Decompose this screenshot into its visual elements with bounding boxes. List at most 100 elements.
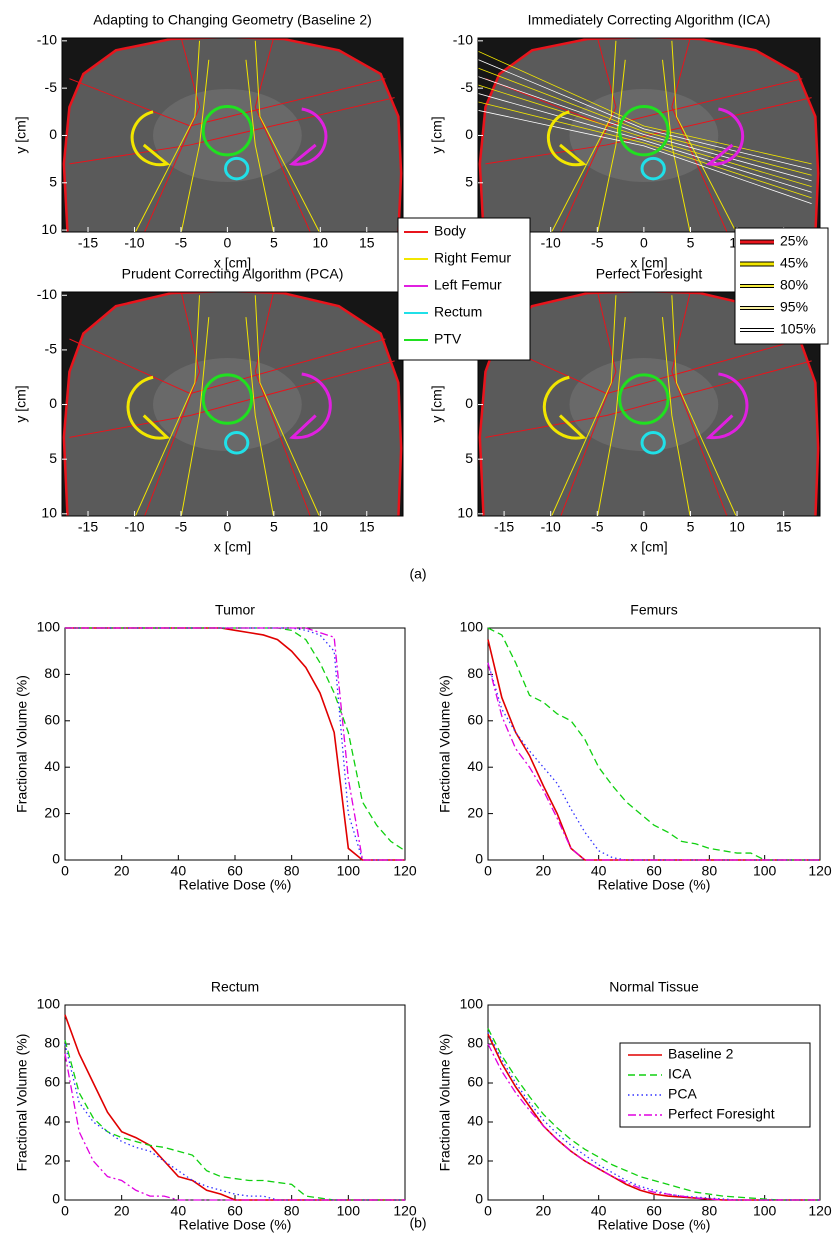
y-tick-label: 80 xyxy=(467,665,483,681)
legend-label: PTV xyxy=(434,331,462,347)
y-tick-label: 100 xyxy=(460,996,484,1012)
ct-image xyxy=(62,37,403,234)
x-axis-label: Relative Dose (%) xyxy=(598,877,711,893)
y-tick-label: 0 xyxy=(475,1191,483,1207)
legend-label: PCA xyxy=(668,1086,697,1102)
x-tick-label: 80 xyxy=(284,863,300,879)
y-axis-label: Fractional Volume (%) xyxy=(14,675,30,813)
y-tick-label: 0 xyxy=(465,395,473,411)
x-tick-label: 100 xyxy=(337,1203,361,1219)
chart-title: Rectum xyxy=(211,979,259,995)
x-tick-label: 120 xyxy=(393,1203,417,1219)
y-tick-label: 100 xyxy=(460,619,484,635)
x-tick-label: 120 xyxy=(808,1203,832,1219)
y-tick-label: -5 xyxy=(45,79,58,95)
x-tick-label: -5 xyxy=(591,235,604,251)
x-tick-label: 5 xyxy=(687,519,695,535)
chart-title: Normal Tissue xyxy=(609,979,699,995)
y-tick-label: 40 xyxy=(467,1113,483,1129)
legend-label: ICA xyxy=(668,1066,692,1082)
y-tick-label: 20 xyxy=(44,804,60,820)
x-tick-label: 0 xyxy=(484,1203,492,1219)
x-tick-label: -15 xyxy=(78,235,98,251)
x-tick-label: -5 xyxy=(175,235,188,251)
x-tick-label: -15 xyxy=(494,519,514,535)
x-tick-label: 0 xyxy=(61,863,69,879)
x-tick-label: 100 xyxy=(753,863,777,879)
x-tick-label: 60 xyxy=(646,1203,662,1219)
y-tick-label: 5 xyxy=(465,450,473,466)
x-tick-label: -10 xyxy=(541,235,561,251)
y-tick-label: 80 xyxy=(467,1035,483,1051)
x-tick-label: 60 xyxy=(227,863,243,879)
x-tick-label: 15 xyxy=(359,519,375,535)
x-tick-label: 5 xyxy=(687,235,695,251)
x-axis-label: Relative Dose (%) xyxy=(179,877,292,893)
x-tick-label: -10 xyxy=(541,519,561,535)
y-axis-label: y [cm] xyxy=(13,116,29,153)
y-tick-label: 5 xyxy=(49,450,57,466)
x-axis-label: Relative Dose (%) xyxy=(179,1217,292,1233)
x-tick-label: 10 xyxy=(313,235,329,251)
y-tick-label: 40 xyxy=(467,758,483,774)
chart-title: Immediately Correcting Algorithm (ICA) xyxy=(528,12,771,28)
x-axis-label: Relative Dose (%) xyxy=(598,1217,711,1233)
x-tick-label: 60 xyxy=(646,863,662,879)
y-tick-label: -5 xyxy=(45,341,58,357)
x-tick-label: 5 xyxy=(270,235,278,251)
x-axis-label: x [cm] xyxy=(214,539,251,555)
chart-title: Adapting to Changing Geometry (Baseline … xyxy=(93,12,372,28)
x-tick-label: 0 xyxy=(484,863,492,879)
y-axis-label: Fractional Volume (%) xyxy=(437,1034,453,1172)
y-tick-label: -5 xyxy=(461,79,474,95)
x-tick-label: -10 xyxy=(124,519,144,535)
x-tick-label: 120 xyxy=(808,863,832,879)
legend-label: Left Femur xyxy=(434,277,502,293)
x-tick-label: 10 xyxy=(729,519,745,535)
legend-label: 80% xyxy=(780,277,808,293)
y-axis-label: Fractional Volume (%) xyxy=(14,1034,30,1172)
x-tick-label: 40 xyxy=(171,863,187,879)
x-tick-label: 5 xyxy=(270,519,278,535)
x-tick-label: 40 xyxy=(591,863,607,879)
y-tick-label: 60 xyxy=(44,1074,60,1090)
axes-frame xyxy=(65,1005,405,1200)
x-tick-label: -10 xyxy=(124,235,144,251)
y-tick-label: -10 xyxy=(37,286,57,302)
figure: (a) (b) Adapting to Changing Geometry (B… xyxy=(0,0,835,1233)
x-tick-label: 120 xyxy=(393,863,417,879)
pelvis xyxy=(153,89,302,182)
chart-title: Perfect Foresight xyxy=(596,266,703,282)
y-tick-label: 100 xyxy=(37,996,61,1012)
y-tick-label: 10 xyxy=(457,505,473,521)
y-tick-label: 0 xyxy=(52,851,60,867)
legend-label: 95% xyxy=(780,299,808,315)
x-tick-label: 100 xyxy=(753,1203,777,1219)
y-tick-label: 20 xyxy=(44,1152,60,1168)
legend-label: 105% xyxy=(780,321,816,337)
legend-label: Rectum xyxy=(434,304,482,320)
y-tick-label: 0 xyxy=(49,395,57,411)
panel-label: (a) xyxy=(409,566,426,582)
x-tick-label: 80 xyxy=(702,1203,718,1219)
y-tick-label: 100 xyxy=(37,619,61,635)
chart-title: Prudent Correcting Algorithm (PCA) xyxy=(122,266,344,282)
x-tick-label: 0 xyxy=(61,1203,69,1219)
x-tick-label: 60 xyxy=(227,1203,243,1219)
y-tick-label: 80 xyxy=(44,665,60,681)
legend-label: Right Femur xyxy=(434,250,511,266)
x-tick-label: 15 xyxy=(776,519,792,535)
x-tick-label: 0 xyxy=(223,519,231,535)
y-tick-label: 20 xyxy=(467,1152,483,1168)
x-tick-label: 100 xyxy=(337,863,361,879)
y-axis-label: y [cm] xyxy=(429,116,445,153)
x-tick-label: 0 xyxy=(223,235,231,251)
ct-image xyxy=(62,291,403,518)
x-tick-label: 80 xyxy=(702,863,718,879)
x-tick-label: 0 xyxy=(640,519,648,535)
y-tick-label: 20 xyxy=(467,804,483,820)
y-tick-label: 5 xyxy=(49,173,57,189)
y-tick-label: 0 xyxy=(49,126,57,142)
y-tick-label: 60 xyxy=(44,712,60,728)
x-tick-label: -15 xyxy=(78,519,98,535)
